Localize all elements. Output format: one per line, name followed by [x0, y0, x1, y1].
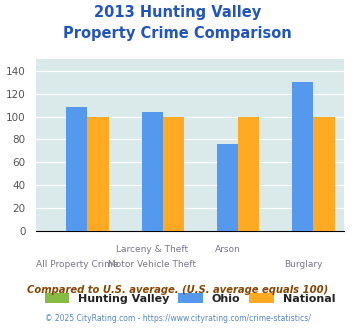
Bar — [217, 144, 238, 231]
Text: Compared to U.S. average. (U.S. average equals 100): Compared to U.S. average. (U.S. average … — [27, 285, 328, 295]
Bar — [238, 116, 259, 231]
Bar — [87, 116, 109, 231]
Text: 2013 Hunting Valley: 2013 Hunting Valley — [94, 5, 261, 20]
Bar — [313, 116, 334, 231]
Legend: Hunting Valley, Ohio, National: Hunting Valley, Ohio, National — [45, 293, 335, 304]
Text: All Property Crime: All Property Crime — [36, 260, 118, 269]
Text: © 2025 CityRating.com - https://www.cityrating.com/crime-statistics/: © 2025 CityRating.com - https://www.city… — [45, 314, 310, 323]
Bar — [66, 108, 87, 231]
Text: Property Crime Comparison: Property Crime Comparison — [63, 26, 292, 41]
Text: Arson: Arson — [215, 245, 240, 254]
Text: Larceny & Theft: Larceny & Theft — [116, 245, 188, 254]
Text: Burglary: Burglary — [284, 260, 322, 269]
Text: Motor Vehicle Theft: Motor Vehicle Theft — [108, 260, 196, 269]
Bar — [293, 82, 313, 231]
Bar — [142, 112, 163, 231]
Bar — [163, 116, 184, 231]
